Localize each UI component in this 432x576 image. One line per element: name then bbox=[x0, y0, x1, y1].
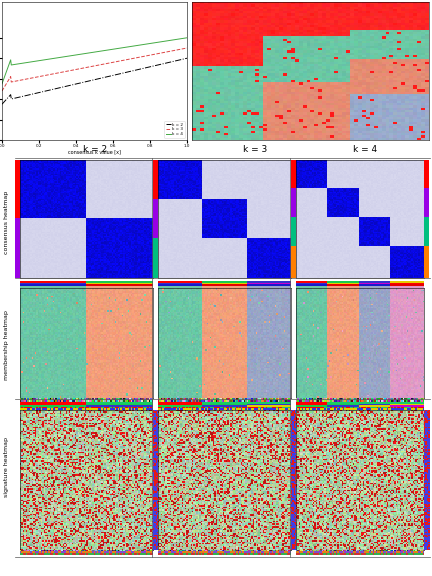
k = 4 bbox=[110, 46, 115, 53]
k = 2 bbox=[113, 71, 118, 78]
k = 2 bbox=[156, 62, 161, 69]
Line: k = 3: k = 3 bbox=[2, 48, 187, 91]
Title: consensus classes at each k: consensus classes at each k bbox=[251, 0, 370, 1]
Legend: k = 2, k = 3, k = 4: k = 2, k = 3, k = 4 bbox=[164, 121, 185, 138]
k = 3 bbox=[113, 58, 118, 65]
k = 3 bbox=[184, 44, 190, 51]
k = 4 bbox=[0, 80, 5, 87]
Text: consensus heatmap: consensus heatmap bbox=[4, 191, 10, 253]
k = 2 bbox=[0, 100, 5, 107]
k = 3 bbox=[167, 48, 172, 55]
k = 3 bbox=[109, 59, 114, 66]
k = 3 bbox=[0, 88, 5, 94]
Text: k = 3: k = 3 bbox=[243, 146, 267, 154]
k = 2 bbox=[0, 101, 5, 108]
Text: membership heatmap: membership heatmap bbox=[4, 310, 10, 380]
Line: k = 4: k = 4 bbox=[2, 38, 187, 84]
k = 3 bbox=[0, 86, 5, 93]
k = 4 bbox=[184, 35, 190, 41]
k = 2 bbox=[167, 59, 172, 66]
k = 4 bbox=[156, 39, 161, 46]
Line: k = 2: k = 2 bbox=[2, 58, 187, 104]
k = 3 bbox=[110, 59, 115, 66]
Text: k = 4: k = 4 bbox=[353, 146, 377, 154]
k = 2 bbox=[184, 55, 190, 62]
k = 4 bbox=[109, 46, 114, 53]
k = 3 bbox=[156, 50, 161, 57]
Text: k = 2: k = 2 bbox=[83, 146, 107, 154]
k = 2 bbox=[109, 72, 114, 79]
X-axis label: consensus k value [x]: consensus k value [x] bbox=[68, 150, 121, 154]
Title: ECDF: ECDF bbox=[83, 0, 106, 1]
k = 4 bbox=[167, 37, 172, 44]
Text: signature heatmap: signature heatmap bbox=[4, 437, 10, 497]
k = 4 bbox=[113, 46, 118, 52]
k = 2 bbox=[110, 72, 115, 79]
k = 4 bbox=[0, 78, 5, 85]
